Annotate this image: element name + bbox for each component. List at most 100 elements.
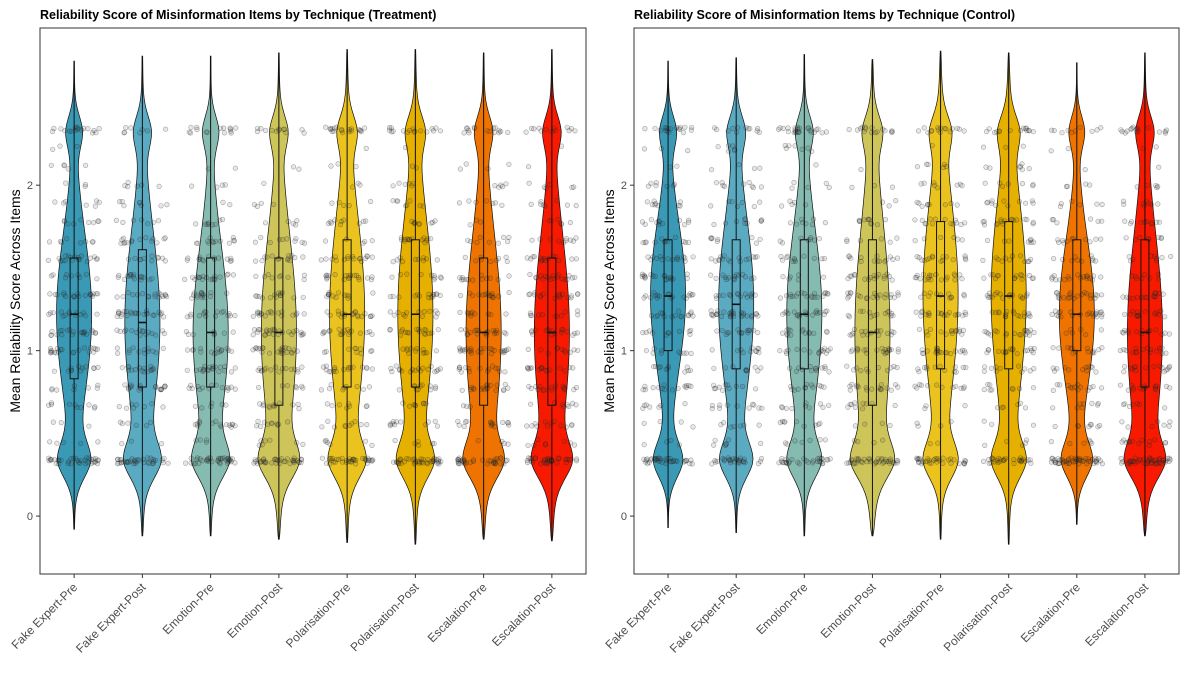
jitter-point (212, 221, 218, 227)
jitter-point (795, 386, 801, 392)
jitter-point (1049, 274, 1055, 280)
jitter-point (1088, 292, 1094, 298)
jitter-point (1066, 367, 1072, 373)
jitter-point (1143, 365, 1149, 371)
jitter-point (676, 126, 682, 132)
jitter-point (187, 313, 193, 319)
jitter-point (551, 418, 557, 425)
jitter-point (720, 272, 726, 278)
jitter-point (813, 309, 819, 316)
jitter-point (500, 350, 506, 356)
jitter-point (464, 125, 470, 132)
jitter-point (489, 291, 495, 297)
jitter-point (1166, 365, 1172, 371)
jitter-point (360, 240, 366, 246)
jitter-point (327, 126, 333, 132)
jitter-point (574, 330, 581, 336)
jitter-point (426, 330, 432, 337)
jitter-point (1146, 442, 1152, 449)
jitter-point (742, 460, 748, 466)
jitter-point (813, 367, 819, 374)
jitter-point (952, 348, 959, 354)
jitter-point (789, 201, 795, 207)
jitter-point (996, 459, 1003, 465)
jitter-point (262, 332, 268, 338)
jitter-point (126, 386, 132, 392)
jitter-point (784, 327, 790, 333)
jitter-point (642, 221, 648, 227)
jitter-point (93, 291, 99, 297)
jitter-point (369, 331, 375, 337)
jitter-point (432, 369, 438, 375)
jitter-point (889, 128, 896, 134)
jitter-point (948, 419, 954, 425)
jitter-point (198, 349, 204, 355)
jitter-point (784, 350, 790, 357)
jitter-point (641, 295, 647, 301)
jitter-point (682, 258, 688, 264)
jitter-point (915, 456, 921, 462)
jitter-point (58, 126, 64, 132)
jitter-point (880, 126, 886, 132)
jitter-point (657, 455, 663, 462)
jitter-point (94, 385, 100, 391)
jitter-point (785, 310, 791, 317)
jitter-point (253, 293, 259, 299)
jitter-point (225, 271, 231, 277)
jitter-point (959, 276, 965, 282)
jitter-point (789, 456, 795, 463)
jitter-point (1065, 382, 1071, 389)
jitter-point (276, 369, 282, 375)
jitter-point (709, 406, 715, 412)
jitter-point (425, 366, 431, 373)
jitter-point (658, 350, 665, 356)
jitter-point (113, 217, 119, 223)
jitter-point (683, 457, 689, 464)
jitter-point (753, 348, 759, 354)
jitter-point (362, 239, 368, 245)
jitter-points (844, 124, 901, 467)
jitter-point (725, 128, 731, 134)
jitter-point (352, 457, 358, 463)
jitter-point (92, 330, 98, 336)
jitter-point (888, 313, 894, 319)
jitter-point (48, 350, 54, 356)
jitter-point (879, 420, 885, 426)
jitter-point (918, 382, 925, 388)
jitter-point (48, 456, 54, 462)
jitter-point (721, 253, 727, 259)
jitter-point (460, 403, 467, 409)
jitter-point (953, 369, 959, 375)
jitter-point (262, 274, 268, 280)
jitter-point (62, 199, 69, 205)
jitter-point (91, 365, 97, 371)
jitter-point (254, 129, 260, 135)
jitter-point (573, 402, 579, 408)
jitter-point (149, 238, 155, 244)
jitter-point (561, 404, 567, 410)
jitter-point (750, 254, 757, 260)
jitter-point (538, 461, 544, 467)
jitter-point (190, 347, 196, 353)
jitter-point (685, 239, 692, 245)
jitter-point (657, 364, 664, 370)
jitter-point (65, 253, 72, 259)
jitter-point (783, 459, 790, 465)
jitter-point (879, 199, 886, 205)
jitter-point (844, 238, 850, 244)
jitter-point (686, 382, 692, 389)
jitter-point (860, 400, 866, 406)
jitter-point (281, 459, 287, 465)
jitter-point (821, 255, 828, 262)
violin-6 (386, 49, 444, 545)
jitter-point (53, 460, 59, 467)
jitter-point (296, 166, 302, 172)
jitter-point (709, 235, 715, 241)
jitter-point (47, 346, 54, 352)
jitter-point (523, 129, 529, 135)
jitter-point (323, 273, 329, 279)
jitter-point (1017, 332, 1023, 338)
jitter-point (328, 457, 335, 463)
jitter-point (398, 237, 405, 243)
jitter-point (681, 350, 687, 356)
